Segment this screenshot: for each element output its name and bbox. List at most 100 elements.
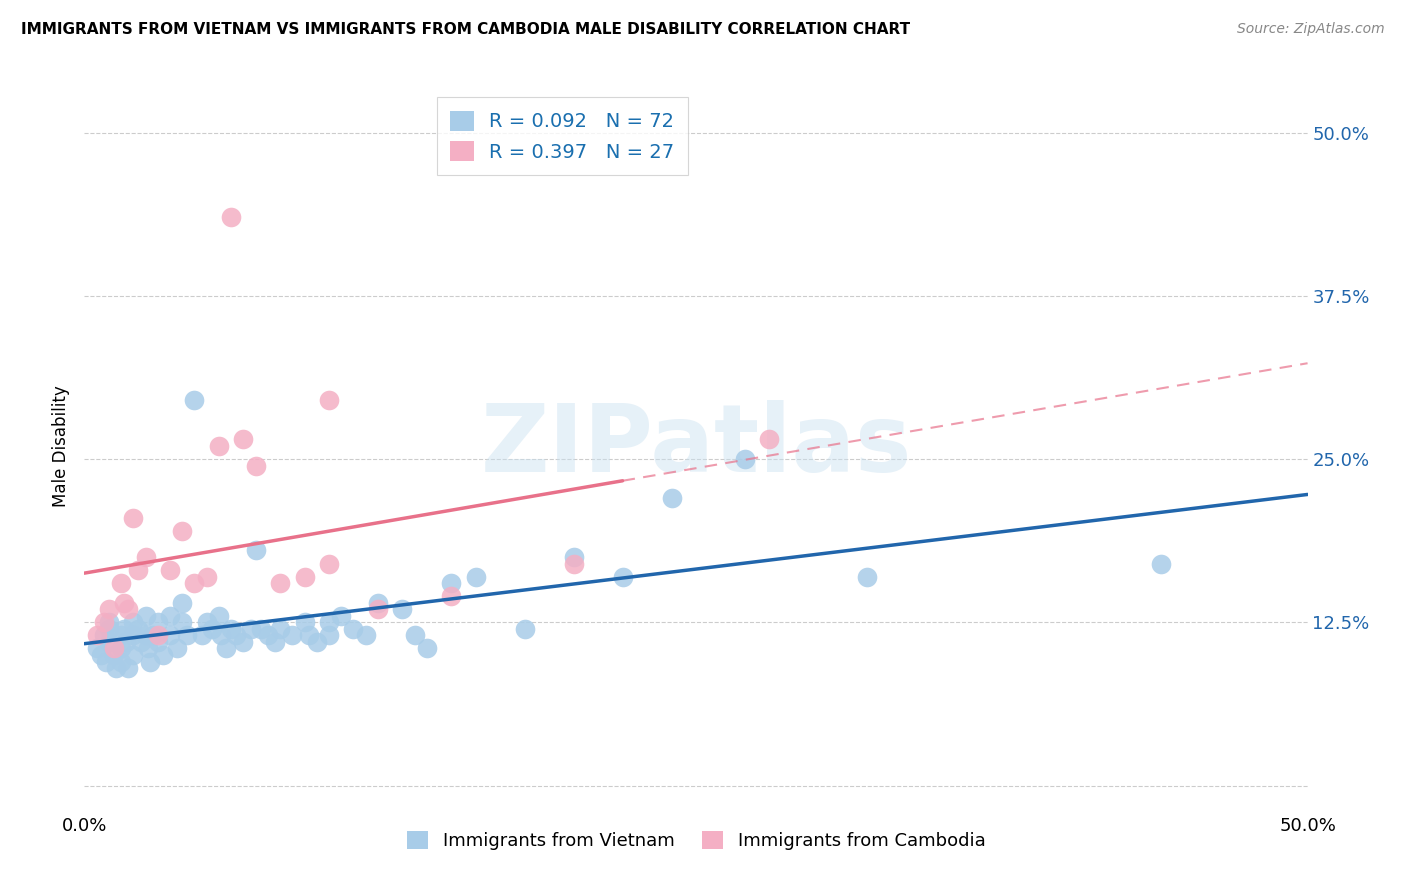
Point [298,628,321,642]
Point [232,635,254,649]
Point [136,641,159,656]
Point [112,622,135,636]
Point [612,569,634,583]
Point [97,622,120,636]
Point [249,622,271,636]
Point [176,628,198,642]
Point [117,602,139,616]
Point [139,655,162,669]
Point [93,628,115,642]
Point [562,557,585,571]
Point [183,576,205,591]
Text: Source: ZipAtlas.com: Source: ZipAtlas.com [1237,22,1385,37]
Point [97,615,120,630]
Text: ZIPatlas: ZIPatlas [481,400,911,492]
Point [142,628,165,642]
Point [257,628,280,642]
Point [318,557,340,571]
Point [342,622,364,636]
Point [208,608,231,623]
Point [146,615,169,630]
Point [110,641,132,656]
Y-axis label: Male Disability: Male Disability [52,385,70,507]
Point [200,622,222,636]
Point [354,628,377,642]
Point [264,635,287,649]
Point [117,661,139,675]
Point [318,628,340,642]
Point [172,596,194,610]
Point [856,569,879,583]
Point [110,576,132,591]
Point [146,628,169,642]
Point [146,635,169,649]
Point [404,628,426,642]
Point [318,393,340,408]
Point [330,608,353,623]
Point [115,635,138,649]
Point [166,641,188,656]
Point [172,524,194,538]
Point [129,635,152,649]
Point [135,549,157,564]
Point [464,569,486,583]
Point [513,622,536,636]
Point [172,615,194,630]
Point [97,635,120,649]
Point [245,458,267,473]
Point [239,622,262,636]
Point [318,615,340,630]
Point [103,641,125,656]
Point [135,628,157,642]
Point [122,615,145,630]
Point [86,641,108,656]
Point [159,563,181,577]
Point [661,491,683,506]
Point [219,211,242,225]
Point [294,569,316,583]
Point [219,622,242,636]
Point [294,615,316,630]
Point [232,433,254,447]
Point [269,622,291,636]
Point [110,655,132,669]
Point [159,628,181,642]
Point [416,641,439,656]
Point [209,628,232,642]
Point [208,439,231,453]
Point [391,602,413,616]
Point [367,596,389,610]
Point [562,549,585,564]
Point [440,576,463,591]
Point [758,433,780,447]
Point [127,563,149,577]
Point [183,393,205,408]
Point [122,628,145,642]
Point [152,648,174,662]
Point [245,543,267,558]
Legend: Immigrants from Vietnam, Immigrants from Cambodia: Immigrants from Vietnam, Immigrants from… [399,823,993,857]
Point [122,648,145,662]
Point [110,628,132,642]
Point [96,655,118,669]
Point [122,511,145,525]
Point [1150,557,1173,571]
Point [103,648,125,662]
Point [135,608,157,623]
Point [86,628,108,642]
Point [281,628,304,642]
Point [367,602,389,616]
Point [215,641,238,656]
Text: IMMIGRANTS FROM VIETNAM VS IMMIGRANTS FROM CAMBODIA MALE DISABILITY CORRELATION : IMMIGRANTS FROM VIETNAM VS IMMIGRANTS FR… [21,22,910,37]
Point [191,628,214,642]
Point [105,661,128,675]
Point [305,635,328,649]
Point [195,569,218,583]
Point [440,589,463,603]
Point [195,615,218,630]
Point [269,576,291,591]
Point [734,452,756,467]
Point [112,596,135,610]
Point [90,648,112,662]
Point [159,608,181,623]
